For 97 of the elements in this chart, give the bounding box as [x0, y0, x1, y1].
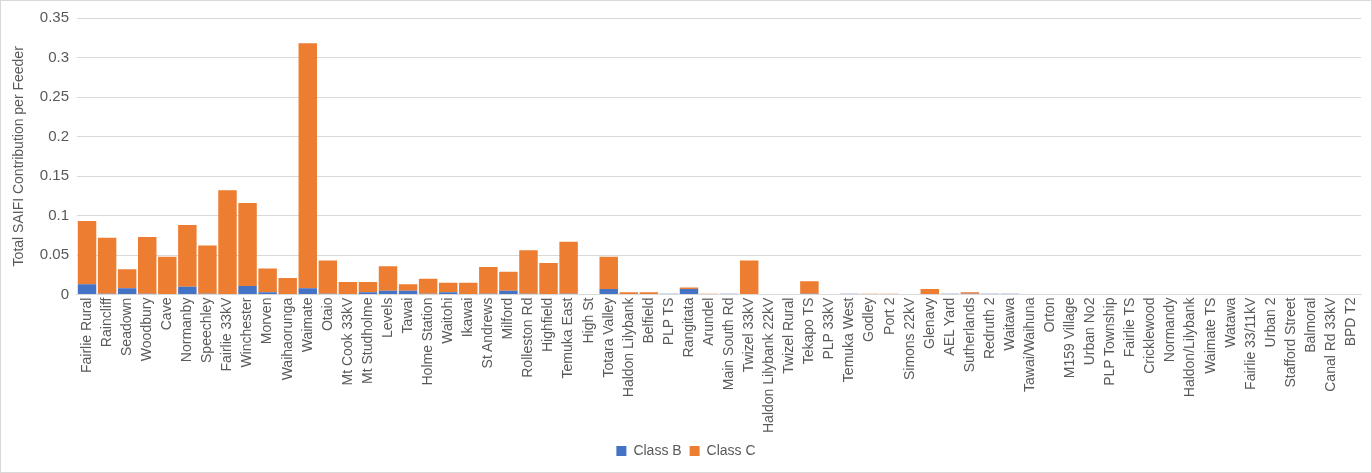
y-tick-label: 0.05	[39, 245, 69, 263]
x-tick-label: Totara Valley	[599, 297, 616, 378]
bar	[77, 284, 97, 295]
x-tick-label: Normandy	[1161, 297, 1178, 363]
y-tick-label: 0.3	[48, 47, 69, 65]
x-tick-label: Normanby	[178, 297, 195, 363]
x-tick-label: Tawai/Waihuna	[1020, 297, 1037, 392]
x-tick-label: Twizel Rural	[780, 297, 797, 374]
bar	[298, 43, 317, 289]
x-tick-label: Temuka East	[559, 297, 576, 379]
x-tick-label: M159 Village	[1061, 297, 1078, 379]
y-tick-label: 0.2	[48, 126, 69, 144]
bar	[117, 269, 137, 289]
x-tick-label: Haldon Lilybank 22kV	[760, 296, 777, 433]
bar	[800, 281, 819, 294]
x-tick-label: Mt Cook 33kV	[338, 296, 355, 386]
x-tick-label: Milford	[499, 297, 516, 340]
y-tick-label: 0.35	[39, 8, 69, 26]
y-axis-title: Total SAIFI Contribution per Feeder	[10, 45, 27, 267]
x-tick-label: Simons 22kV	[900, 296, 917, 381]
x-tick-label: Levels	[378, 297, 395, 339]
bar	[298, 288, 317, 295]
y-tick-label: 0.15	[39, 166, 69, 184]
x-tick-label: Sutherlands	[960, 297, 977, 373]
bar	[920, 289, 940, 295]
x-tick-label: Orton	[1041, 297, 1058, 333]
bar	[338, 281, 358, 295]
bar	[318, 260, 338, 294]
x-tick-label: Arundel	[699, 297, 716, 346]
x-tick-label: Twizel 33kV	[740, 296, 757, 373]
x-tick-label: Fairlie 33kV	[218, 296, 235, 372]
x-tick-label: Temuka West	[840, 297, 857, 383]
x-tick-label: Winchester	[238, 297, 255, 368]
bar	[378, 266, 398, 291]
legend-label: Class C	[706, 441, 756, 458]
bar	[97, 237, 117, 294]
bar	[77, 221, 97, 285]
x-tick-label: Rolleston Rd	[519, 297, 536, 378]
x-tick-label: Waimate	[298, 297, 315, 353]
x-tick-label: Fairlie 33/11kV	[1241, 296, 1258, 390]
x-tick-label: Holme Station	[419, 297, 435, 386]
x-tick-label: Haldon/Lilybank	[1181, 296, 1198, 398]
x-tick-label: Stafford Street	[1281, 297, 1298, 388]
y-tick-label: 0.1	[48, 205, 69, 223]
x-tick-label: St Andrews	[479, 297, 496, 369]
x-tick-label: Main South Rd	[719, 297, 736, 391]
bar	[599, 256, 618, 290]
bar	[398, 284, 418, 291]
x-tick-label: Belfield	[639, 297, 656, 344]
y-tick-label: 0	[60, 284, 69, 302]
x-tick-label: Tekapo TS	[800, 297, 817, 365]
bar	[418, 278, 438, 294]
x-tick-label: Mt Studholme	[358, 297, 375, 384]
bar	[438, 282, 458, 293]
x-tick-label: High St	[579, 297, 596, 344]
x-tick-label: Raincliff	[97, 297, 114, 348]
x-tick-label: PLP TS	[659, 297, 676, 346]
x-tick-label: Balmoral	[1301, 297, 1318, 353]
x-tick-label: Woodbury	[138, 297, 155, 362]
y-tick-label: 0.25	[39, 87, 69, 105]
x-tick-label: Glenavy	[920, 297, 937, 349]
legend-label: Class B	[633, 441, 682, 458]
x-tick-label: Morven	[258, 297, 275, 345]
x-tick-label: Urban No2	[1081, 297, 1098, 366]
x-tick-label: Highfield	[539, 297, 556, 353]
bar	[137, 236, 157, 294]
x-tick-label: Cave	[158, 297, 175, 331]
x-tick-label: Fairlie Rural	[77, 297, 94, 374]
x-tick-label: Port 2	[880, 297, 897, 335]
x-tick-label: Canal Rd 33kV	[1321, 296, 1338, 392]
x-tick-label: Tawai	[398, 297, 415, 334]
x-tick-label: PLP 33kV	[820, 296, 837, 360]
x-tick-label: BPD T2	[1342, 297, 1359, 347]
x-tick-label: Urban 2	[1261, 297, 1278, 348]
x-tick-label: Waitohi	[439, 297, 456, 344]
x-tick-label: Seadown	[118, 297, 135, 356]
x-tick-label: Cricklewood	[1141, 297, 1158, 374]
x-tick-label: PLP Township	[1101, 297, 1118, 386]
x-tick-label: Fairlie TS	[1121, 297, 1138, 358]
x-tick-label: Ikawai	[459, 297, 476, 338]
x-tick-label: Rangitata	[679, 297, 696, 358]
x-tick-label: AEL Yard	[940, 297, 957, 356]
x-tick-label: Waihaorunga	[278, 297, 295, 381]
x-tick-label: Haldon Lilybank	[619, 296, 636, 398]
bar	[599, 289, 618, 295]
x-tick-label: Watawa	[1221, 297, 1238, 348]
x-tick-label: Godley	[860, 297, 877, 342]
x-tick-label: Waimate TS	[1201, 297, 1218, 374]
x-tick-label: Redruth 2	[980, 297, 997, 360]
bar	[178, 286, 197, 295]
bar	[117, 288, 137, 295]
bar	[358, 281, 378, 293]
x-tick-label: Speechley	[198, 297, 215, 363]
x-tick-label: Otaio	[318, 297, 335, 332]
bar	[679, 289, 699, 295]
bar	[739, 260, 759, 295]
x-tick-label: Waitawa	[1000, 297, 1017, 351]
